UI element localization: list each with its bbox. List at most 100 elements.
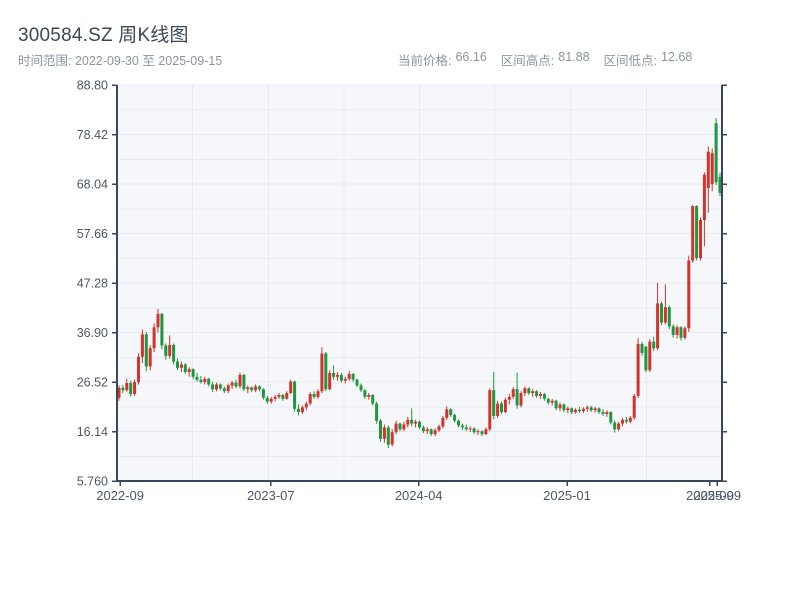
candle-body <box>140 334 144 357</box>
candle-body <box>449 409 453 415</box>
candle-body <box>133 382 137 394</box>
candle-body <box>433 430 437 435</box>
candle-body <box>371 395 375 404</box>
candle-body <box>382 427 386 439</box>
candle-body <box>281 395 285 399</box>
candle-body <box>464 427 468 430</box>
candle-body <box>539 394 542 396</box>
candle-body <box>714 123 718 183</box>
candle-body <box>195 376 199 380</box>
y-tick-label: 5.760 <box>77 475 108 489</box>
candle-body <box>199 379 203 383</box>
candle-body <box>156 313 160 328</box>
candle-body <box>429 429 433 435</box>
candle-body <box>328 373 332 390</box>
candle-body <box>304 403 308 408</box>
candle-body <box>336 374 339 377</box>
candle-body <box>367 395 371 397</box>
candle-body <box>566 408 570 411</box>
candle-body <box>265 397 269 402</box>
x-tick-label: 2025-09 <box>686 488 734 503</box>
candle-body <box>718 177 722 193</box>
candle-body <box>359 385 363 391</box>
y-tick-label: 88.80 <box>77 79 108 93</box>
candle-body <box>379 420 382 439</box>
candle-body <box>137 356 140 383</box>
candle-body <box>215 384 218 390</box>
candle-body <box>476 431 480 433</box>
candle-body <box>355 379 359 386</box>
candle-body <box>445 409 449 418</box>
candle-body <box>453 415 457 421</box>
candle-body <box>289 381 293 393</box>
x-tick-label: 2025-09 <box>693 488 741 503</box>
candle-body <box>585 407 589 409</box>
candle-body <box>254 386 258 391</box>
candle-body <box>609 412 613 423</box>
candle-body <box>402 424 406 430</box>
date-range-text: 时间范围: 2022-09-30 至 2025-09-15 <box>18 54 223 68</box>
candle-body <box>332 373 336 377</box>
candle-body <box>441 417 445 427</box>
candle-body <box>164 345 168 356</box>
candle-body <box>683 328 687 338</box>
candle-body <box>706 151 710 188</box>
candle-body <box>679 327 683 338</box>
candle-body <box>421 427 425 432</box>
candle-body <box>129 383 133 394</box>
candle-body <box>152 327 156 349</box>
candle-body <box>222 388 226 392</box>
candle-body <box>390 432 394 445</box>
candle-body <box>234 382 238 387</box>
candle-body <box>375 403 379 421</box>
candle-body <box>632 395 636 418</box>
candle-body <box>656 303 660 349</box>
candle-body <box>297 408 300 413</box>
candle-body <box>667 307 671 327</box>
candle-body <box>648 341 652 371</box>
y-tick-label: 47.28 <box>77 277 108 291</box>
candle-body <box>710 153 714 185</box>
candle-body <box>148 348 152 367</box>
candle-body <box>492 390 496 416</box>
candle-body <box>168 344 172 356</box>
candle-body <box>203 378 207 383</box>
candle-body <box>671 326 675 335</box>
candle-body <box>515 389 519 406</box>
y-tick-label: 57.66 <box>77 227 108 241</box>
candle-body <box>699 220 702 259</box>
candle-body <box>394 423 398 433</box>
candle-body <box>261 389 265 398</box>
candle-body <box>613 422 617 430</box>
candle-body <box>207 378 211 385</box>
current-price-value: 66.16 <box>455 50 487 64</box>
candle-body <box>663 307 667 323</box>
range-low-value: 12.68 <box>661 50 693 64</box>
y-tick-label: 16.14 <box>77 425 108 439</box>
candle-body <box>460 425 464 428</box>
candle-body <box>425 429 429 432</box>
candle-body <box>242 374 246 390</box>
y-tick-label: 36.90 <box>77 326 108 340</box>
candle-body <box>702 174 706 220</box>
candle-body <box>238 374 242 387</box>
candle-body <box>687 260 691 329</box>
candle-body <box>293 381 297 409</box>
candle-body <box>320 353 324 392</box>
candle-body <box>117 387 121 398</box>
candle-body <box>339 374 343 381</box>
x-tick-label: 2023-07 <box>247 488 295 503</box>
candle-body <box>628 417 632 422</box>
candle-body <box>605 412 609 414</box>
candle-body <box>523 388 527 394</box>
candle-body <box>550 400 554 403</box>
candle-body <box>589 407 593 411</box>
range-high-label: 区间高点: <box>500 54 555 68</box>
candle-body <box>691 206 695 261</box>
candle-body <box>183 364 187 373</box>
candle-body <box>531 391 535 394</box>
current-price-label: 当前价格: <box>398 54 452 68</box>
range-low-label: 区间低点: <box>603 54 658 68</box>
